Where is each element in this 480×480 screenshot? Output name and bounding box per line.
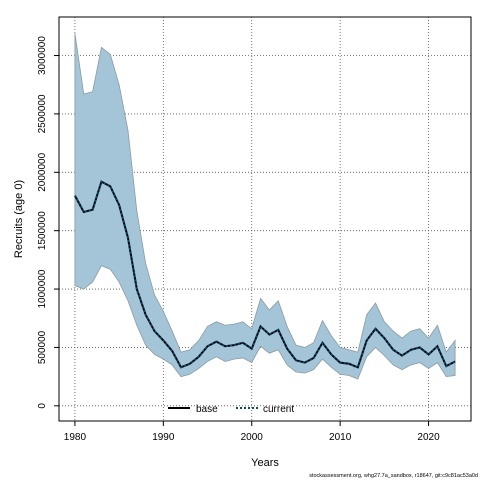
- series-lines: [74, 180, 456, 369]
- x-tick-label: 1990: [152, 432, 175, 443]
- legend-base-label: base: [196, 404, 218, 415]
- y-tick-label: 1000000: [37, 269, 48, 308]
- y-axis: 0 500000 1000000 1500000 2000000 2500000 30000…: [37, 36, 59, 409]
- x-tick-label: 2010: [329, 432, 352, 443]
- x-axis-title: Years: [251, 457, 279, 469]
- y-tick-label: 2000000: [37, 152, 48, 191]
- x-tick-label: 2020: [417, 432, 440, 443]
- y-tick-label: 1500000: [37, 211, 48, 250]
- series-line-current: [74, 180, 456, 369]
- source-caption: stockassessment.org, whg27.7a_sandbox, r…: [309, 473, 478, 479]
- legend: base current: [168, 404, 294, 415]
- plot-frame: [58, 16, 472, 422]
- y-tick-label: 500000: [37, 330, 48, 364]
- x-axis: 1980 1990 2000 2010 2020: [64, 421, 440, 443]
- x-tick-label: 1980: [64, 432, 87, 443]
- y-tick-label: 3000000: [37, 36, 48, 75]
- confidence-band: [74, 33, 456, 380]
- x-tick-label: 2000: [241, 432, 264, 443]
- y-tick-label: 2500000: [37, 94, 48, 133]
- y-axis-title: Recruits (age 0): [13, 180, 25, 258]
- y-tick-label: 0: [37, 403, 48, 409]
- legend-current-label: current: [263, 404, 294, 415]
- confidence-band-area: [74, 33, 456, 380]
